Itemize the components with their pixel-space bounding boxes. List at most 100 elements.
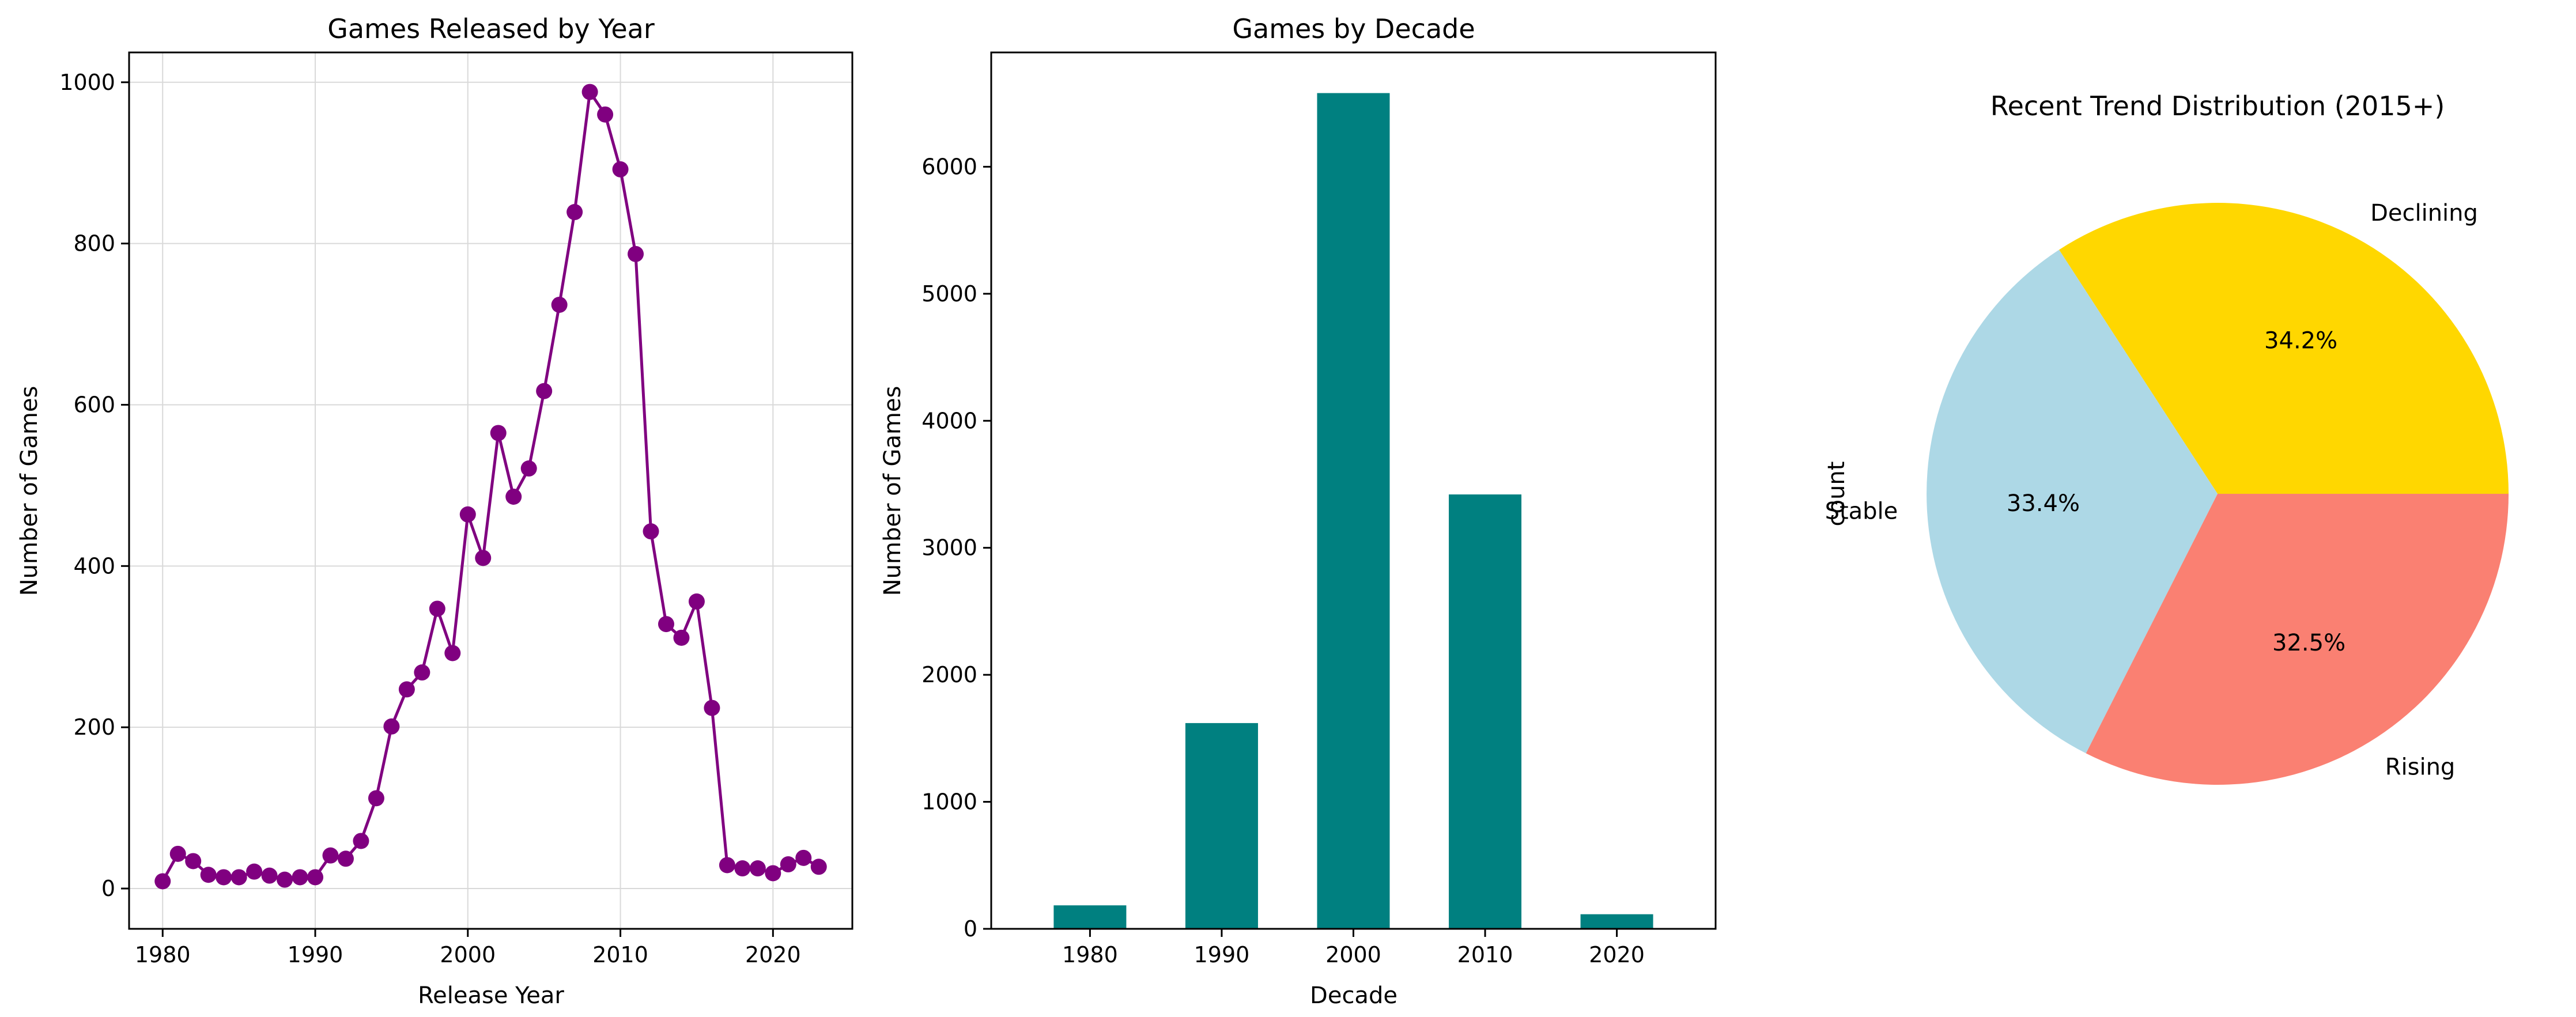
line-point	[810, 859, 827, 875]
line-point	[154, 873, 171, 890]
bar-chart-title: Games by Decade	[1232, 13, 1475, 44]
pie-percent-label: 34.2%	[2264, 328, 2337, 354]
pie-category-label: Rising	[2385, 754, 2456, 780]
line-point	[231, 869, 247, 886]
line-point	[277, 871, 293, 888]
line-point	[337, 850, 354, 867]
line-y-tick-label: 200	[73, 714, 115, 740]
line-y-axis-label: Number of Games	[16, 386, 43, 596]
bar-y-tick-label: 6000	[921, 154, 977, 179]
bar-y-tick-label: 3000	[921, 535, 977, 561]
line-point	[643, 523, 659, 540]
pie-y-axis-label: count	[1823, 462, 1850, 527]
line-x-ticks: 1980 1990 2000 2010 2020	[135, 929, 801, 967]
line-x-tick-label: 2010	[592, 942, 648, 967]
line-y-ticks: 0 200 400 600 800 1000	[59, 70, 129, 901]
line-point	[322, 847, 339, 864]
line-chart-title: Games Released by Year	[327, 13, 655, 44]
line-point	[398, 681, 415, 698]
line-chart: Games Released by Year 1980 1990 2000 2010 2…	[16, 13, 853, 1009]
line-point	[566, 204, 583, 221]
line-point	[444, 645, 461, 661]
line-point	[459, 506, 476, 523]
line-point	[307, 869, 324, 886]
line-point	[597, 106, 614, 123]
pie-chart-title: Recent Trend Distribution (2015+)	[1990, 90, 2445, 122]
line-x-tick-label: 1980	[135, 942, 191, 967]
line-point	[719, 857, 735, 874]
bar	[1317, 93, 1390, 929]
pie-chart: Recent Trend Distribution (2015+) 34.2% D…	[1823, 90, 2509, 785]
bar-y-tick-label: 2000	[921, 662, 977, 687]
line-point	[795, 849, 812, 866]
pie-slice	[1927, 249, 2218, 754]
bar	[1185, 723, 1258, 929]
line-point	[292, 869, 308, 886]
line-point	[414, 664, 430, 681]
line-point	[383, 718, 400, 735]
line-point	[749, 860, 766, 877]
bar-plot-frame	[990, 51, 1717, 930]
line-point	[169, 845, 186, 862]
line-point	[688, 593, 705, 610]
line-point	[551, 296, 568, 313]
line-x-tick-label: 2000	[440, 942, 496, 967]
bar-y-tick-label: 4000	[921, 408, 977, 433]
line-point	[673, 629, 690, 646]
bar-x-tick-label: 1990	[1194, 942, 1250, 967]
line-y-tick-label: 0	[101, 876, 115, 901]
line-point	[261, 867, 278, 884]
line-y-tick-label: 600	[73, 392, 115, 417]
line-y-tick-label: 800	[73, 231, 115, 256]
line-plot-frame	[128, 51, 853, 930]
line-point	[520, 460, 537, 477]
line-series	[161, 88, 820, 882]
line-point	[704, 700, 720, 716]
pie-percent-label: 32.5%	[2272, 630, 2345, 656]
line-x-tick-label: 2020	[745, 942, 801, 967]
bar-y-tick-label: 5000	[921, 281, 977, 307]
pie-slices	[1927, 203, 2509, 785]
line-point	[658, 616, 674, 633]
line-point	[612, 161, 629, 177]
bar-x-tick-label: 2020	[1589, 942, 1645, 967]
bar-y-axis-label: Number of Games	[879, 386, 906, 596]
bar-x-tick-label: 2000	[1325, 942, 1381, 967]
line-point	[505, 488, 522, 505]
line-grid	[129, 52, 852, 929]
bar	[1053, 905, 1127, 929]
line-point	[353, 833, 369, 849]
line-point	[475, 550, 492, 566]
line-point	[628, 245, 644, 262]
line-point	[429, 600, 445, 617]
bar-y-tick-label: 1000	[921, 789, 977, 815]
line-x-axis-label: Release Year	[418, 982, 564, 1009]
pie-category-label: Declining	[2370, 200, 2478, 226]
line-point	[581, 84, 598, 100]
pie-category-label: Stable	[1825, 498, 1898, 525]
bar-x-tick-label: 2010	[1457, 942, 1513, 967]
pie-percent-label: 33.4%	[2007, 490, 2080, 517]
line-point	[185, 853, 202, 869]
line-y-tick-label: 1000	[59, 70, 115, 95]
line-point	[765, 865, 781, 882]
line-point	[246, 863, 263, 880]
line-point	[200, 867, 217, 883]
pie-slice	[2086, 494, 2509, 785]
line-point	[216, 869, 232, 886]
bar-x-ticks: 1980 1990 2000 2010 2020	[1062, 929, 1645, 967]
pie-labels: 34.2% Declining 33.4% Stable 32.5% Rising	[1825, 200, 2478, 781]
line-point	[368, 790, 384, 807]
pie-slice	[2059, 203, 2509, 494]
bar	[1580, 914, 1653, 929]
bar-x-tick-label: 1980	[1062, 942, 1118, 967]
bar-bars	[1053, 93, 1653, 929]
bar-x-axis-label: Decade	[1310, 982, 1397, 1009]
line-point	[780, 856, 796, 873]
bar	[1449, 494, 1522, 929]
bar-y-tick-label: 0	[964, 916, 977, 942]
bar-chart: Games by Decade 0 1000 2000 3000 4000 5000 600…	[879, 13, 1717, 1009]
line-point	[536, 383, 553, 399]
line-points	[154, 84, 827, 890]
line-point	[734, 860, 751, 877]
